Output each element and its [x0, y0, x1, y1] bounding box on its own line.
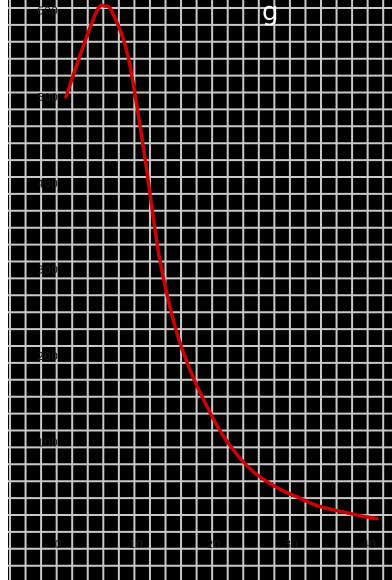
tick-labels: 100 200 300 400 500 600 0 10 20 30 40 — [37, 4, 376, 551]
x-tick-label: 0 — [55, 538, 62, 551]
y-tick-label: 100 — [37, 437, 58, 450]
chart-title: g — [262, 0, 279, 27]
y-tick-label: 400 — [37, 177, 58, 190]
y-tick-label: 600 — [37, 4, 58, 17]
y-tick-label: 200 — [37, 350, 58, 363]
plot-background — [8, 0, 392, 580]
y-tick-label: 300 — [37, 264, 58, 277]
y-tick-label: 500 — [37, 91, 58, 104]
x-tick-label: 10 — [129, 538, 143, 551]
series-line — [64, 3, 379, 521]
x-tick-label: 30 — [284, 538, 298, 551]
x-tick-label: 20 — [207, 538, 221, 551]
x-tick-label: 40 — [362, 538, 376, 551]
